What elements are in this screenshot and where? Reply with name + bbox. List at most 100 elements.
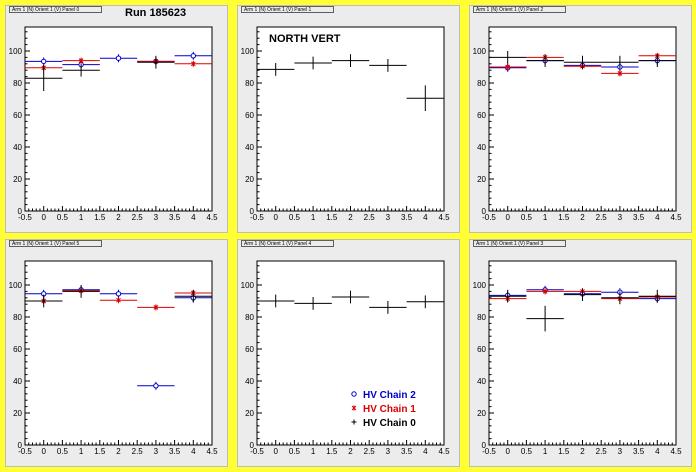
x-tick-label: 0.5 bbox=[57, 213, 69, 222]
x-tick-label: 0 bbox=[505, 213, 510, 222]
x-tick-label: 2 bbox=[116, 447, 121, 456]
legend-marker-hv1 bbox=[351, 405, 357, 411]
panel-title-box bbox=[241, 6, 334, 13]
x-tick-label: -0.5 bbox=[482, 447, 496, 456]
y-tick-label: 40 bbox=[13, 143, 22, 152]
x-tick-label: 0.5 bbox=[289, 447, 301, 456]
data-point-marker bbox=[617, 70, 623, 76]
legend-label-hv2: HV Chain 2 bbox=[363, 390, 416, 401]
x-tick-label: 1 bbox=[543, 447, 548, 456]
x-tick-label: 2 bbox=[580, 447, 585, 456]
panel-1: Arm 1 (N) Orient 1 (V) Panel 1 -0.5 0 0.5 1 1… bbox=[237, 5, 460, 233]
panel-title-box bbox=[473, 6, 566, 13]
x-tick-label: 1.5 bbox=[326, 213, 338, 222]
x-tick-label: 4 bbox=[423, 213, 428, 222]
y-tick-label: 80 bbox=[477, 79, 486, 88]
panel-title: Arm 1 (N) Orient 1 (V) Panel 1 bbox=[244, 7, 311, 13]
x-tick-label: 4.5 bbox=[206, 447, 218, 456]
y-tick-label: 80 bbox=[13, 313, 22, 322]
y-tick-label: 0 bbox=[18, 207, 23, 216]
y-tick-label: 40 bbox=[245, 377, 254, 386]
x-tick-label: 3.5 bbox=[633, 213, 645, 222]
data-point-marker bbox=[115, 55, 122, 61]
panel-annotation: NORTH VERT bbox=[269, 33, 341, 45]
x-tick-label: 1.5 bbox=[326, 447, 338, 456]
y-tick-label: 20 bbox=[13, 175, 22, 184]
x-tick-label: 1 bbox=[311, 213, 316, 222]
legend-label-hv1: HV Chain 1 bbox=[363, 404, 416, 415]
x-tick-label: 4 bbox=[655, 447, 660, 456]
x-tick-label: 3.5 bbox=[401, 447, 413, 456]
y-tick-label: 20 bbox=[245, 409, 254, 418]
x-tick-label: -0.5 bbox=[250, 213, 264, 222]
x-tick-label: 2.5 bbox=[596, 447, 608, 456]
x-tick-label: 2 bbox=[348, 213, 353, 222]
x-tick-label: 4.5 bbox=[670, 213, 682, 222]
x-tick-label: 4 bbox=[655, 213, 660, 222]
y-tick-label: 20 bbox=[477, 175, 486, 184]
panel-3: Arm 1 (N) Orient 1 (V) Panel 5-0.5 0 0.5 1 1… bbox=[5, 239, 228, 467]
y-tick-label: 80 bbox=[13, 79, 22, 88]
x-tick-label: 1.5 bbox=[558, 213, 570, 222]
x-tick-label: 0.5 bbox=[521, 213, 533, 222]
panel-title: Arm 1 (N) Orient 1 (V) Panel 2 bbox=[476, 7, 543, 13]
panel-title: Arm 1 (N) Orient 1 (V) Panel 3 bbox=[476, 241, 543, 247]
plot-frame bbox=[488, 26, 677, 212]
legend-marker-hv2 bbox=[351, 391, 357, 397]
y-tick-label: 100 bbox=[9, 47, 23, 56]
y-tick-label: 20 bbox=[13, 409, 22, 418]
y-tick-label: 80 bbox=[245, 79, 254, 88]
y-tick-label: 100 bbox=[241, 47, 255, 56]
y-tick-label: 60 bbox=[13, 111, 22, 120]
x-tick-label: -0.5 bbox=[250, 447, 264, 456]
x-tick-label: 2.5 bbox=[364, 213, 376, 222]
x-tick-label: 4.5 bbox=[670, 447, 682, 456]
data-point-marker bbox=[190, 61, 196, 67]
x-tick-label: -0.5 bbox=[482, 213, 496, 222]
panel-title-box bbox=[9, 240, 102, 247]
y-tick-label: 0 bbox=[482, 441, 487, 450]
x-tick-label: 2 bbox=[116, 213, 121, 222]
y-tick-label: 100 bbox=[9, 281, 23, 290]
x-tick-label: 4 bbox=[191, 447, 196, 456]
x-tick-label: 2 bbox=[580, 213, 585, 222]
panel-title-box bbox=[473, 240, 566, 247]
x-tick-label: 2.5 bbox=[132, 447, 144, 456]
y-tick-label: 80 bbox=[477, 313, 486, 322]
x-tick-label: 4.5 bbox=[206, 213, 218, 222]
x-tick-label: 3 bbox=[154, 213, 159, 222]
panel-title: Arm 1 (N) Orient 1 (V) Panel 0 bbox=[12, 7, 79, 13]
y-tick-label: 0 bbox=[482, 207, 487, 216]
y-tick-label: 60 bbox=[477, 111, 486, 120]
panel-title: Arm 1 (N) Orient 1 (V) Panel 5 bbox=[12, 241, 79, 247]
x-tick-label: 1 bbox=[79, 447, 84, 456]
x-tick-label: 3.5 bbox=[169, 213, 181, 222]
x-tick-label: 0.5 bbox=[57, 447, 69, 456]
x-tick-label: 1.5 bbox=[558, 447, 570, 456]
x-tick-label: 3.5 bbox=[633, 447, 645, 456]
y-tick-label: 80 bbox=[245, 313, 254, 322]
panel-2: Arm 1 (N) Orient 1 (V) Panel 2-0.5 0 0.5 1 1… bbox=[469, 5, 692, 233]
x-tick-label: 1 bbox=[311, 447, 316, 456]
y-tick-label: 20 bbox=[477, 409, 486, 418]
x-tick-label: 0.5 bbox=[289, 213, 301, 222]
y-tick-label: 0 bbox=[250, 207, 255, 216]
x-tick-label: 4.5 bbox=[438, 213, 450, 222]
x-tick-label: 2.5 bbox=[132, 213, 144, 222]
panel-title: Arm 1 (N) Orient 1 (V) Panel 4 bbox=[244, 241, 311, 247]
data-point-marker bbox=[542, 288, 548, 294]
y-tick-label: 0 bbox=[18, 441, 23, 450]
plot-frame bbox=[24, 260, 213, 446]
x-tick-label: 4 bbox=[191, 213, 196, 222]
x-tick-label: -0.5 bbox=[18, 213, 32, 222]
x-tick-label: 3 bbox=[154, 447, 159, 456]
y-tick-label: 40 bbox=[477, 143, 486, 152]
x-tick-label: 0 bbox=[505, 447, 510, 456]
y-tick-label: 60 bbox=[245, 111, 254, 120]
x-tick-label: 2.5 bbox=[596, 213, 608, 222]
data-point-marker bbox=[116, 297, 121, 303]
y-tick-label: 40 bbox=[13, 377, 22, 386]
y-tick-label: 60 bbox=[245, 345, 254, 354]
x-tick-label: 0 bbox=[41, 447, 46, 456]
x-tick-label: 4.5 bbox=[438, 447, 450, 456]
